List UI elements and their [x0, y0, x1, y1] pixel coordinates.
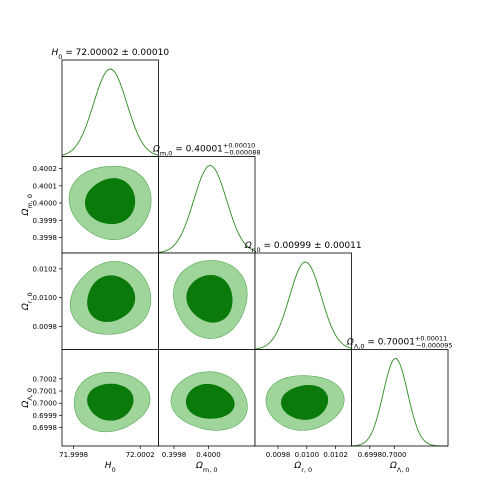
y-tick-label: 0.6998: [33, 424, 58, 432]
panel-0-0: [61, 59, 159, 160]
x-axis-label-0: H0: [105, 461, 116, 474]
x-axis-label-3: ΩΛ, 0: [389, 461, 410, 474]
x-axis-label-2: Ωr, 0: [293, 461, 312, 474]
contour-68-2-1: [186, 274, 233, 323]
panel-3-1: 0.3998 0.4000: [158, 349, 256, 459]
panel-frame: [351, 349, 449, 447]
y-axis-label-2: Ωr, 0: [21, 292, 34, 311]
x-tick-label: 0.0100: [295, 451, 320, 459]
panel-2-0: 0.0098 0.0100 0.0102: [33, 252, 159, 353]
contour-68-3-0: [87, 383, 134, 421]
y-tick-label: 0.7002: [33, 375, 58, 383]
contour-68-3-1: [185, 383, 235, 419]
panel-background: [255, 253, 352, 350]
panel-3-3: 0.6998 0.7000: [351, 349, 449, 459]
x-tick-label: 72.0002: [126, 451, 155, 459]
marginal-3-line: [351, 358, 448, 447]
x-tick-label: 0.6998: [358, 451, 383, 459]
y-tick-label: 0.4002: [33, 165, 58, 173]
y-tick-label: 0.3999: [33, 217, 58, 225]
contour-68-2-0: [87, 275, 136, 323]
x-tick-label: 0.3998: [162, 451, 187, 459]
panel-2-1: [158, 252, 256, 353]
x-tick-label: 71.9998: [59, 451, 88, 459]
marginal-title-0: H0 = 72.00002 ± 0.00010: [51, 48, 169, 61]
panel-3-0: 71.9998 72.0002 0.6998 0.6999 0.7000 0.7001 0.…: [33, 349, 159, 459]
y-tick-label: 0.0098: [33, 323, 58, 331]
panel-3-2: 0.0098 0.0100 0.0102: [254, 349, 352, 459]
panel-background: [351, 349, 448, 446]
x-tick-label: 0.0102: [323, 451, 348, 459]
y-tick-label: 0.4000: [33, 200, 58, 208]
marginal-1-line: [158, 165, 256, 253]
panel-background: [62, 60, 159, 157]
contour-68-1-0: [84, 178, 136, 225]
y-axis-label-3: ΩΛ, 0: [21, 388, 34, 409]
panel-2-2: [254, 252, 352, 353]
y-tick-label: 0.4001: [33, 182, 58, 190]
y-tick-label: 0.7001: [33, 388, 58, 396]
marginal-title-3: ΩΛ,0 = 0.70001+0.00011 −0.000095: [346, 335, 453, 351]
x-tick-label: 0.0098: [266, 451, 291, 459]
panel-background: [158, 156, 255, 253]
contour-68-3-2: [281, 384, 329, 420]
y-tick-label: 0.6999: [33, 412, 58, 420]
marginal-0-line: [61, 68, 159, 156]
panel-1-1: [158, 156, 256, 256]
y-axis-label-1: Ωm, 0: [21, 194, 34, 217]
x-axis-label-1: Ωm, 0: [195, 461, 218, 474]
marginal-2-line: [254, 261, 352, 350]
y-tick-label: 0.7000: [33, 400, 58, 408]
marginal-title-2: Ωr,0 = 0.00999 ± 0.00011: [244, 241, 362, 254]
marginal-title-1: Ωm,0 = 0.40001+0.00010 −0.000088: [152, 142, 261, 158]
y-tick-label: 0.0100: [33, 294, 58, 302]
y-tick-label: 0.0102: [33, 265, 58, 273]
panel-1-0: 0.3998 0.3999 0.4000 0.4001 0.4002: [33, 156, 159, 256]
x-tick-label: 0.4000: [196, 451, 221, 459]
y-tick-label: 0.3998: [33, 234, 58, 242]
x-tick-label: 0.7000: [382, 451, 407, 459]
